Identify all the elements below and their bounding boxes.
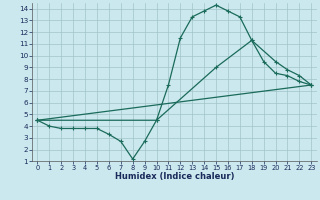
X-axis label: Humidex (Indice chaleur): Humidex (Indice chaleur) [115, 172, 234, 181]
